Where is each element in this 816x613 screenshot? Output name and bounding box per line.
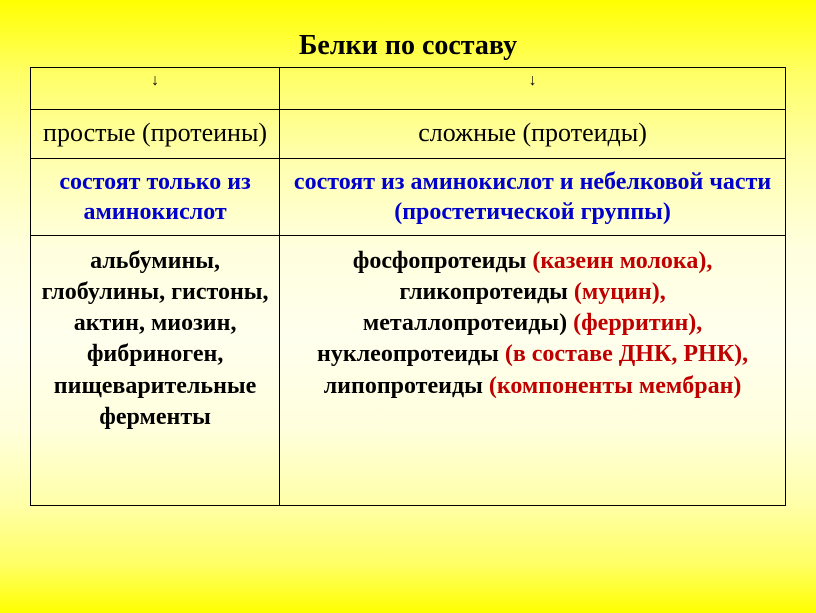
- ex-p5: металлопротеиды): [363, 310, 573, 336]
- ex-p1: фосфопротеиды: [353, 248, 533, 274]
- examples-complex: фосфопротеиды (казеин молока), гликопроте…: [280, 235, 786, 505]
- type-complex: сложные (протеиды): [280, 110, 786, 159]
- type-row: простые (протеины) сложные (протеиды): [31, 110, 786, 159]
- ex-p9: липопротеиды: [324, 373, 489, 399]
- desc-complex: состоят из аминокислот и небелковой част…: [280, 158, 786, 235]
- ex-p6: (ферритин),: [573, 310, 702, 336]
- description-row: состоят только из аминокислот состоят из…: [31, 158, 786, 235]
- desc-simple: состоят только из аминокислот: [31, 158, 280, 235]
- examples-row: альбумины, глобулины, гистоны, актин, ми…: [31, 235, 786, 505]
- ex-p10: (компоненты мембран): [489, 373, 742, 399]
- type-simple: простые (протеины): [31, 110, 280, 159]
- arrow-left: ↓: [31, 68, 280, 110]
- arrow-row: ↓ ↓: [31, 68, 786, 110]
- page-title: Белки по составу: [30, 30, 786, 62]
- ex-p3: гликопротеиды: [399, 279, 574, 305]
- ex-p4: (муцин),: [574, 279, 666, 305]
- protein-table: ↓ ↓ простые (протеины) сложные (протеиды…: [30, 67, 786, 506]
- arrow-right: ↓: [280, 68, 786, 110]
- examples-simple: альбумины, глобулины, гистоны, актин, ми…: [31, 235, 280, 505]
- ex-p7: нуклеопротеиды: [317, 341, 505, 367]
- ex-p2: (казеин молока),: [532, 248, 712, 274]
- ex-p8: (в составе ДНК, РНК),: [505, 341, 748, 367]
